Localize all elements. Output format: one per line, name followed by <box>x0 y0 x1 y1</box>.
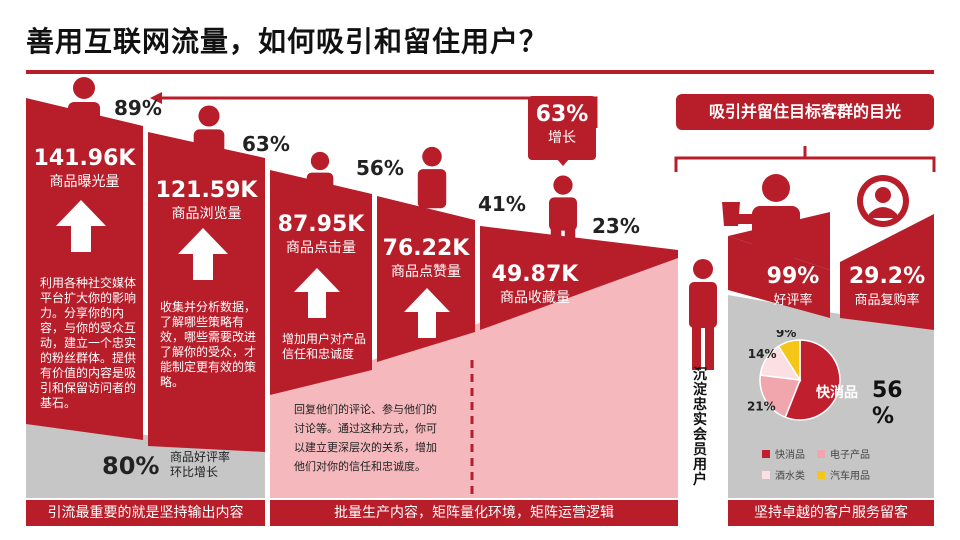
user-circle-icon <box>857 175 909 227</box>
funnel-value-2: 121.59K <box>155 178 258 203</box>
funnel-value-4: 76.22K <box>382 236 470 261</box>
pie-center-label: 快消品 <box>816 385 858 401</box>
rate-2: 63% <box>242 132 290 156</box>
footer-3: 坚持卓越的客户服务留客 <box>728 500 934 526</box>
person-icon <box>193 105 225 172</box>
person-icon <box>68 77 100 146</box>
up-arrow-icon <box>178 228 228 280</box>
funnel-label-5: 商品收藏量 <box>500 290 570 306</box>
gray-panel-left <box>26 420 265 498</box>
description-col1: 利用各种社交媒体平台扩大你的影响力。分享你的内容，与你的受众互动，建立一个忠实的… <box>40 276 137 410</box>
legend-item: 酒水类 <box>762 467 805 482</box>
pie-slice-4 <box>777 339 801 383</box>
right-panel-header: 吸引并留住目标客群的目光 <box>676 94 934 130</box>
growth-arrow-head <box>150 92 162 104</box>
right-block-1 <box>728 236 830 318</box>
pie-data-label-2: 21% <box>747 399 776 413</box>
funnel-value-3: 87.95K <box>277 212 365 237</box>
category-pie-chart: 21% 14% 9% <box>747 330 841 421</box>
pie-center-value: 56 % <box>872 378 903 429</box>
up-arrow-icon <box>294 268 340 318</box>
description-col2: 收集并分析数据，了解哪些策略有效，哪些需要改进了解你的受众，才能制定更有效的策略… <box>160 300 257 389</box>
stat2-label: 商品复购率 <box>854 293 920 308</box>
loyal-user-label: 沉淀忠实会员用户 <box>693 367 707 488</box>
person-with-cup-icon <box>722 174 800 258</box>
funnel-col-1 <box>26 98 143 440</box>
stat2-value: 29.2% <box>848 264 926 289</box>
bracket <box>674 156 936 172</box>
pink-panel <box>270 255 678 498</box>
description-col4: 回复他们的评论、参与他们的讨论等。通过这种方式，你可以建立更深层次的关系，增加他… <box>294 403 437 473</box>
callout-pointer <box>556 158 570 166</box>
description-col3: 增加用户对产品信任和忠诚度 <box>282 332 367 361</box>
rate-5: 23% <box>592 214 640 238</box>
pie-slice-1 <box>784 339 841 421</box>
person-icon <box>306 151 334 210</box>
funnel-label-3: 商品点击量 <box>286 240 356 256</box>
rating-growth-label: 商品好评率环比增长 <box>170 450 231 479</box>
pie-legend: 快消品 电子产品 酒水类 汽车用品 <box>762 446 912 482</box>
title-underline <box>26 70 934 74</box>
funnel-label-1: 商品曝光量 <box>49 174 120 190</box>
funnel-value-5: 49.87K <box>491 262 579 287</box>
legend-item: 汽车用品 <box>817 467 870 482</box>
standing-person-icon <box>689 259 717 370</box>
person-icon <box>549 175 577 254</box>
footer-2: 批量生产内容，矩阵量化环境，矩阵运营逻辑 <box>270 500 678 526</box>
page-title: 善用互联网流量，如何吸引和留住用户？ <box>26 25 549 58</box>
growth-arrow-line <box>158 96 598 128</box>
legend-item: 快消品 <box>762 446 805 461</box>
rate-3: 56% <box>356 156 404 180</box>
funnel-label-4: 商品点赞量 <box>391 264 461 280</box>
funnel-col-2 <box>148 132 265 452</box>
right-block-2 <box>840 214 934 330</box>
growth-value: 63% <box>535 102 589 127</box>
funnel-label-2: 商品浏览量 <box>171 206 242 222</box>
pie-data-label-3: 14% <box>748 347 777 361</box>
growth-callout: 63% 增长 <box>528 96 596 160</box>
pie-slice-2 <box>759 374 802 419</box>
up-arrow-icon <box>56 200 106 252</box>
rate-1: 89% <box>114 96 162 120</box>
funnel-value-1: 141.96K <box>33 146 136 171</box>
rating-growth-value: 80% <box>102 452 160 480</box>
rate-4: 41% <box>478 192 526 216</box>
growth-label: 增长 <box>548 130 576 146</box>
stat1-label: 好评率 <box>773 293 813 308</box>
legend-item: 电子产品 <box>817 446 870 461</box>
stat1-value: 99% <box>766 264 820 289</box>
footer-1: 引流最重要的就是坚持输出内容 <box>26 500 265 526</box>
up-arrow-icon <box>404 288 450 338</box>
funnel-col-4 <box>377 196 475 362</box>
person-icon <box>417 146 447 209</box>
pie-data-label-4: 9% <box>776 330 796 340</box>
funnel-col-5-tail <box>480 226 678 292</box>
